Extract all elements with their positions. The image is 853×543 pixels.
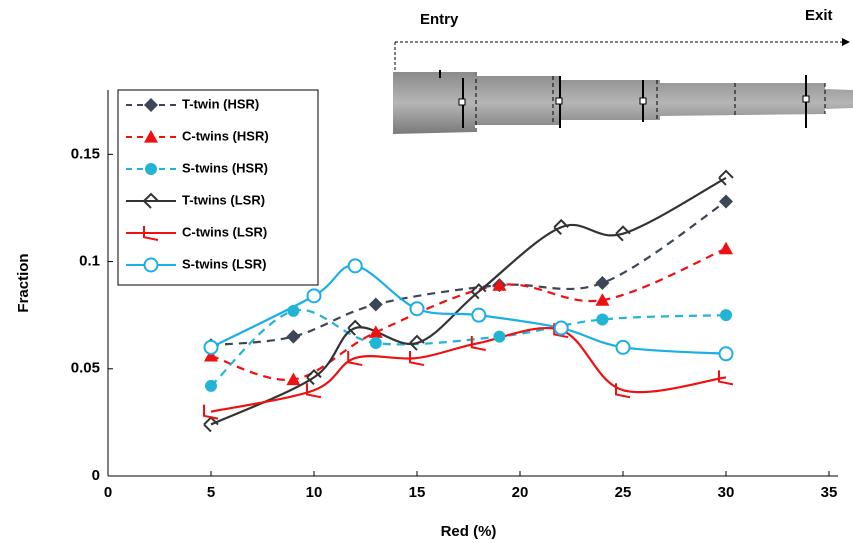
- y-tick-label: 0: [92, 467, 100, 484]
- x-tick-label: 20: [512, 484, 529, 501]
- marker: [144, 98, 158, 112]
- marker: [286, 372, 301, 386]
- legend-label: S-twins (LSR): [182, 256, 267, 271]
- legend-label: C-twins (LSR): [182, 224, 267, 239]
- x-tick-label: 25: [615, 484, 632, 501]
- y-tick-label: 0.15: [71, 145, 100, 162]
- x-tick-label: 0: [104, 484, 112, 501]
- series-line: [210, 308, 727, 387]
- y-tick-label: 0.1: [79, 253, 100, 270]
- marker: [286, 329, 301, 344]
- marker: [718, 346, 734, 362]
- marker: [595, 293, 610, 306]
- marker: [719, 194, 733, 209]
- marker: [205, 379, 217, 392]
- marker: [720, 309, 732, 322]
- marker: [718, 370, 734, 386]
- marker: [718, 169, 734, 186]
- series-line: [210, 176, 727, 426]
- marker: [409, 301, 425, 317]
- marker: [347, 351, 363, 367]
- marker: [409, 334, 425, 351]
- marker: [492, 278, 507, 291]
- marker: [615, 225, 631, 242]
- marker: [368, 325, 383, 338]
- marker: [615, 383, 631, 399]
- marker: [553, 320, 569, 336]
- marker: [493, 330, 506, 343]
- marker: [203, 339, 219, 355]
- marker: [145, 163, 157, 175]
- y-axis-label: Fraction: [15, 253, 32, 312]
- x-tick-label: 5: [207, 484, 215, 501]
- marker: [143, 192, 159, 209]
- legend-label: S-twins (HSR): [182, 160, 268, 175]
- marker: [409, 351, 425, 367]
- marker: [306, 288, 322, 304]
- series-line: [210, 326, 727, 413]
- marker: [347, 258, 363, 274]
- marker: [553, 218, 569, 235]
- marker: [615, 339, 631, 355]
- marker: [144, 130, 158, 143]
- marker: [369, 337, 382, 350]
- marker: [471, 307, 487, 323]
- marker: [203, 404, 219, 420]
- series-line: [210, 200, 727, 347]
- marker: [368, 297, 383, 312]
- y-tick-label: 0.05: [71, 360, 100, 377]
- marker: [471, 283, 487, 300]
- legend-label: T-twins (LSR): [182, 192, 265, 207]
- x-tick-label: 30: [718, 484, 735, 501]
- x-tick-label: 35: [821, 484, 838, 501]
- marker: [306, 383, 322, 399]
- marker: [143, 226, 159, 241]
- marker: [287, 304, 300, 317]
- inset-image: Entry Exit: [385, 7, 853, 155]
- legend-box: [117, 89, 319, 286]
- marker: [595, 276, 610, 290]
- x-axis-label: Red (%): [441, 523, 497, 540]
- x-tick-label: 10: [306, 484, 323, 501]
- marker: [719, 241, 733, 255]
- marker: [596, 313, 609, 326]
- x-tick-label: 15: [409, 484, 426, 501]
- legend-label: T-twin (HSR): [182, 96, 259, 111]
- marker: [347, 319, 363, 336]
- marker: [470, 336, 486, 352]
- marker: [306, 368, 322, 386]
- marker: [143, 257, 159, 273]
- marker: [204, 348, 218, 362]
- annotation: Entry: [420, 11, 459, 28]
- legend: T-twin (HSR) C-twins (HSR) S-twins (HSR) T-…: [117, 89, 319, 286]
- annotation: Exit: [805, 7, 833, 24]
- legend-label: C-twins (HSR): [182, 128, 269, 143]
